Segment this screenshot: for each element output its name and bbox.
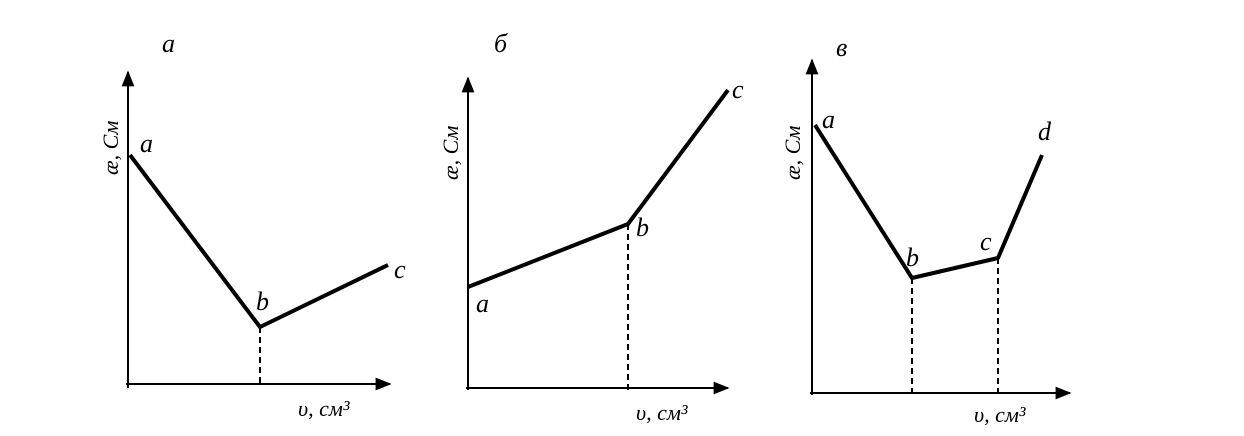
point-label: a [476,289,489,318]
panel-label: в [836,33,847,62]
curve [813,123,1044,280]
panel-c: в æ, См υ, см³ a b c d [780,33,1072,427]
point-label: c [394,255,406,284]
point-label: a [822,105,835,134]
point-label: b [256,287,269,316]
x-axis-label: υ, см³ [298,396,350,421]
panel-b: б æ, См υ, см³ a b c [438,29,744,425]
point-label: d [1038,117,1052,146]
point-label: a [140,129,153,158]
y-axis-label: æ, См [98,121,123,175]
panel-label: а [162,29,175,58]
curve [467,88,730,289]
point-label: c [732,75,744,104]
x-axis-label: υ, см³ [974,402,1026,427]
point-label: b [906,243,919,272]
panel-a: а æ, См υ, см³ a b c [98,29,406,421]
y-axis-label: æ, См [780,126,805,180]
panel-label: б [494,29,508,58]
point-label: b [636,213,649,242]
x-axis-label: υ, см³ [636,400,688,425]
point-label: c [980,227,992,256]
y-axis-label: æ, См [438,126,463,180]
